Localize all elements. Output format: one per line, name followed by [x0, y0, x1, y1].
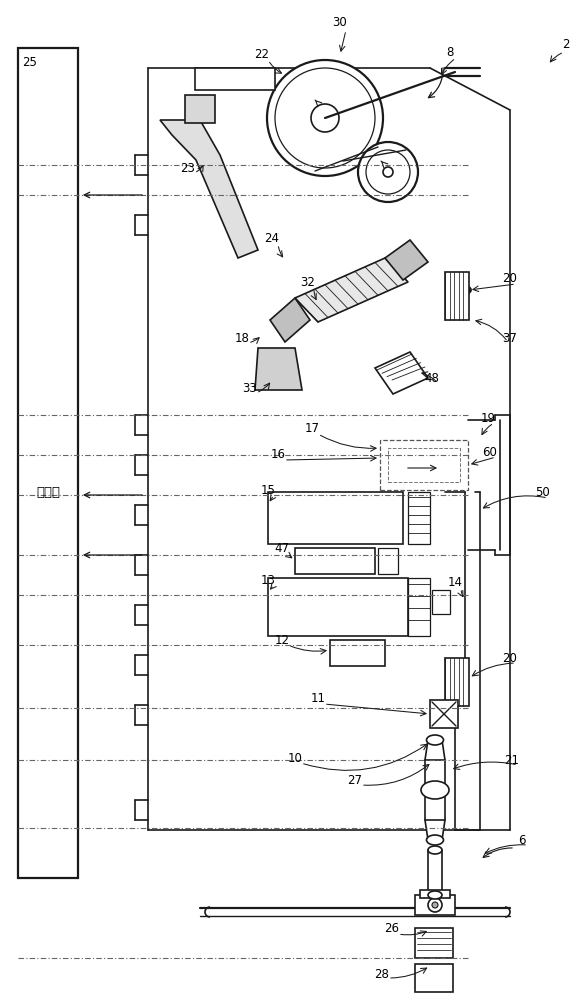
Bar — [295, 548, 375, 574]
Bar — [195, 68, 275, 90]
Bar — [380, 440, 468, 490]
Text: 32: 32 — [301, 275, 315, 288]
Polygon shape — [385, 240, 428, 280]
Text: 11: 11 — [311, 692, 325, 704]
Text: 20: 20 — [503, 652, 517, 664]
Bar — [430, 700, 458, 728]
Bar — [415, 895, 455, 915]
Polygon shape — [255, 348, 302, 390]
Bar — [445, 272, 469, 320]
Text: 控制部: 控制部 — [36, 486, 60, 498]
Ellipse shape — [428, 846, 442, 854]
Text: 26: 26 — [384, 922, 400, 934]
Polygon shape — [425, 740, 445, 760]
Circle shape — [366, 150, 410, 194]
Circle shape — [311, 104, 339, 132]
Text: 30: 30 — [333, 15, 347, 28]
Bar — [268, 578, 408, 636]
Circle shape — [432, 902, 438, 908]
Text: 20: 20 — [503, 271, 517, 284]
Ellipse shape — [428, 891, 442, 899]
Bar — [415, 964, 453, 992]
Text: 6: 6 — [518, 834, 526, 846]
Text: 47: 47 — [274, 542, 289, 554]
Polygon shape — [375, 352, 428, 394]
Ellipse shape — [427, 735, 444, 745]
Bar — [268, 492, 403, 544]
Circle shape — [358, 142, 418, 202]
Text: 10: 10 — [288, 752, 302, 764]
Bar — [18, 48, 78, 878]
Text: 28: 28 — [374, 968, 390, 982]
Ellipse shape — [421, 781, 449, 799]
Bar — [432, 590, 450, 614]
Text: 24: 24 — [264, 232, 280, 244]
Bar — [330, 640, 385, 666]
Text: 27: 27 — [347, 774, 363, 786]
Text: 13: 13 — [261, 574, 275, 586]
Text: 15: 15 — [261, 484, 275, 496]
Text: 16: 16 — [271, 448, 285, 462]
Text: 25: 25 — [23, 55, 38, 68]
Text: 21: 21 — [505, 754, 520, 766]
Polygon shape — [160, 120, 258, 258]
Text: 50: 50 — [534, 486, 550, 498]
Bar — [388, 448, 460, 482]
Text: 12: 12 — [274, 634, 289, 647]
Text: 2: 2 — [562, 37, 570, 50]
Ellipse shape — [427, 835, 444, 845]
Text: 14: 14 — [448, 576, 462, 588]
Text: 17: 17 — [305, 422, 319, 434]
Bar — [445, 658, 469, 706]
Circle shape — [465, 286, 472, 294]
Bar — [408, 492, 430, 544]
Circle shape — [275, 68, 375, 168]
Text: 23: 23 — [180, 161, 196, 174]
Text: 22: 22 — [254, 47, 270, 60]
Text: 19: 19 — [481, 412, 496, 424]
Bar — [185, 95, 215, 123]
Bar — [378, 548, 398, 574]
Circle shape — [428, 898, 442, 912]
Text: 18: 18 — [234, 332, 250, 344]
Bar — [420, 890, 450, 898]
Polygon shape — [295, 258, 408, 322]
Bar — [408, 578, 430, 636]
Polygon shape — [270, 298, 310, 342]
Polygon shape — [425, 820, 445, 840]
Text: 37: 37 — [503, 332, 517, 344]
Circle shape — [383, 167, 393, 177]
Text: 8: 8 — [447, 45, 454, 58]
Text: 48: 48 — [425, 371, 440, 384]
Circle shape — [267, 60, 383, 176]
Text: 33: 33 — [243, 381, 257, 394]
Text: 60: 60 — [482, 446, 498, 458]
Bar — [415, 928, 453, 958]
